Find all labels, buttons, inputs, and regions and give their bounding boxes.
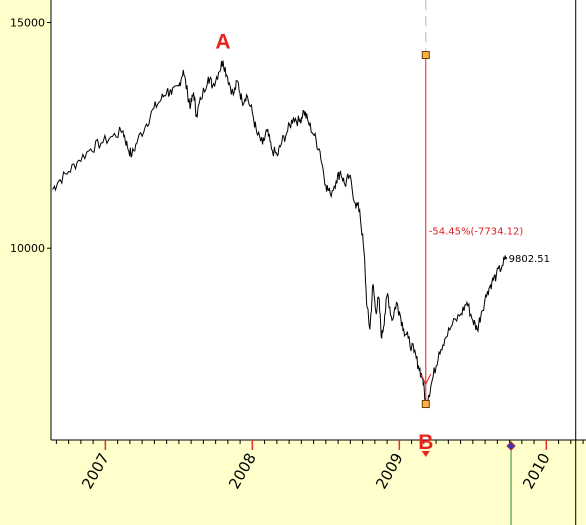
x-tick-label: 2008 (225, 450, 260, 492)
x-minor-ticks (55, 440, 584, 444)
measure-arrow-head (420, 373, 432, 386)
measure-handle-top[interactable] (421, 51, 430, 60)
measure-change-label: -54.45%(-7734.12) (429, 227, 524, 238)
y-axis: 10000 15000 (10, 17, 51, 255)
point-a-label: A (215, 30, 230, 53)
date-marker-handle[interactable] (506, 441, 516, 451)
x-axis: 2007 2008 2009 2010 (78, 440, 554, 492)
x-tick-label: 2009 (372, 450, 407, 492)
y-tick-label: 15000 (10, 17, 45, 30)
measure-handle-bottom[interactable] (421, 400, 430, 409)
point-b-label: B (418, 431, 433, 454)
plot-area (51, 0, 586, 440)
last-value-label: 9802.51 (509, 254, 550, 265)
x-tick-label: 2007 (78, 450, 113, 492)
y-tick-label: 10000 (10, 242, 45, 255)
x-tick-label: 2010 (519, 450, 554, 492)
point-b-arrow (421, 451, 430, 458)
